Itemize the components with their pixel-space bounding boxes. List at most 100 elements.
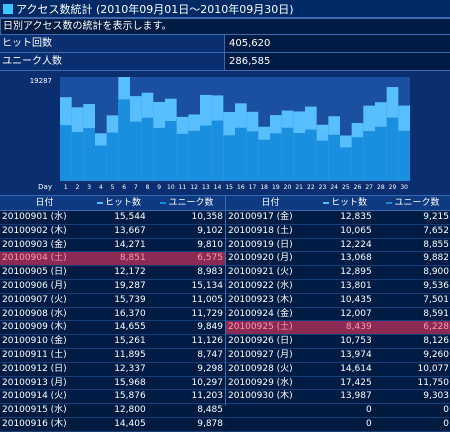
summary-row-uniques: ユニーク人数 286,585 (0, 53, 450, 71)
x-tick-label: 15 (225, 184, 233, 191)
x-tick-label: 16 (237, 184, 245, 191)
daily-tables: 日付 ヒット数 ユニーク数 20100901 (水) 15,544 10,358 20… (0, 196, 450, 432)
cell-hits: 12,172 (114, 267, 146, 278)
cell-hits: 15,739 (114, 294, 146, 305)
cell-hits: 15,261 (114, 336, 146, 347)
cell-hits: 14,614 (340, 363, 372, 374)
x-tick-label: 25 (342, 184, 350, 191)
cell-date: 20100921 (火) (228, 267, 293, 278)
x-tick-label: 12 (190, 184, 198, 191)
cell-date: 20100902 (木) (2, 225, 67, 236)
bar-uniques (351, 137, 364, 181)
x-tick-label: 1 (64, 184, 68, 191)
x-tick-label: 3 (87, 184, 91, 191)
table-row: 20100916 (木) 14,405 9,878 (0, 418, 225, 432)
cell-uniques: 8,591 (423, 308, 449, 319)
table-row: 20100920 (月) 13,068 9,882 (226, 252, 450, 267)
cell-date: 20100923 (木) (228, 294, 293, 305)
cell-date: 20100911 (土) (2, 349, 67, 360)
x-tick-label: 23 (319, 184, 327, 191)
cell-hits: 12,007 (340, 308, 372, 319)
cell-uniques: 9,260 (423, 349, 449, 360)
cell-uniques: 9,849 (197, 322, 223, 333)
cell-uniques: 8,900 (423, 267, 449, 278)
hits-value: 405,620 (225, 35, 450, 52)
cell-hits: 11,895 (114, 349, 146, 360)
bar-uniques (375, 126, 387, 181)
summary-table: ヒット回数 405,620 ユニーク人数 286,585 (0, 35, 450, 71)
cell-hits: 12,835 (340, 212, 372, 222)
x-axis-label: Day (38, 183, 52, 191)
cell-uniques: 15,134 (191, 280, 224, 291)
table-row: 20100914 (火) 15,876 11,203 (0, 390, 225, 405)
cell-date: 20100910 (金) (2, 336, 67, 347)
x-tick-label: 9 (157, 184, 161, 191)
table-row: 20100903 (金) 14,271 9,810 (0, 239, 225, 253)
table-row: 20100909 (木) 14,655 9,849 (0, 321, 225, 336)
cell-hits: 12,337 (114, 363, 146, 374)
x-tick-label: 24 (330, 184, 338, 191)
cell-date (226, 418, 314, 431)
table-header: 日付 ヒット数 ユニーク数 (226, 196, 450, 211)
table-row: 20100926 (日) 10,753 8,126 (226, 335, 450, 349)
table-row: 20100911 (土) 11,895 8,747 (0, 349, 225, 363)
cell-uniques: 10,358 (191, 212, 224, 222)
title-square-icon (3, 3, 13, 14)
x-tick-label: 29 (389, 184, 397, 191)
cell-hits: 17,425 (340, 377, 372, 388)
x-tick-label: 4 (99, 184, 103, 191)
title-bar: アクセス数統計 (2010年09月01日～2010年09月30日) (0, 0, 450, 18)
hits-label: ヒット回数 (0, 35, 225, 52)
table-row: 20100905 (日) 12,172 8,983 (0, 266, 225, 280)
x-tick-label: 8 (146, 184, 150, 191)
x-tick-label: 18 (260, 184, 268, 191)
bar-uniques (398, 130, 410, 181)
x-tick-label: 6 (122, 184, 126, 191)
x-tick-label: 26 (354, 184, 362, 191)
table-row: 20100925 (土) 8,439 6,228 (226, 321, 450, 336)
cell-date: 20100924 (金) (228, 308, 293, 319)
cell-date: 20100926 (日) (228, 336, 293, 347)
cell-date: 20100912 (日) (2, 363, 67, 374)
cell-date: 20100922 (水) (228, 280, 293, 291)
cell-date: 20100903 (金) (2, 239, 67, 250)
cell-hits: 13,068 (340, 253, 372, 264)
table-row: 20100913 (月) 15,968 10,297 (0, 377, 225, 391)
cell-uniques: 11,126 (191, 336, 224, 347)
table-row: 20100904 (土) 8,851 6,575 (0, 252, 225, 267)
table-row: 20100908 (水) 16,370 11,729 (0, 308, 225, 322)
x-tick-label: 17 (249, 184, 257, 191)
x-tick-label: 19 (272, 184, 280, 191)
cell-hits: 13,667 (114, 225, 146, 236)
table-row: 20100924 (金) 12,007 8,591 (226, 308, 450, 322)
bar-uniques (340, 147, 352, 181)
cell-date: 20100901 (水) (2, 212, 67, 222)
table-row: 20100912 (日) 12,337 9,298 (0, 363, 225, 377)
legend-hits-swatch (96, 201, 103, 204)
table-row: 20100919 (日) 12,224 8,855 (226, 239, 450, 253)
header-hits: ヒット数 (89, 196, 149, 210)
uniques-value: 286,585 (225, 53, 450, 70)
legend-uniques-swatch (386, 201, 393, 204)
cell-hits: 14,405 (114, 418, 146, 429)
cell-uniques: 0 (443, 418, 449, 429)
cell-date (226, 404, 314, 417)
bar-uniques (60, 125, 72, 181)
bar-uniques (95, 145, 107, 181)
legend-uniques-swatch (160, 201, 167, 204)
bar-uniques (176, 133, 189, 181)
cell-uniques: 9,810 (197, 239, 223, 250)
legend-hits-swatch (322, 201, 329, 204)
cell-hits: 12,224 (340, 239, 372, 250)
table-row: 20100928 (火) 14,614 10,077 (226, 363, 450, 377)
table-right: 日付 ヒット数 ユニーク数 20100917 (金) 12,835 9,215 201… (225, 196, 450, 432)
bar-uniques (83, 128, 95, 181)
table-row: 20100918 (土) 10,065 7,652 (226, 225, 450, 239)
bar-uniques (153, 127, 165, 181)
cell-uniques: 9,303 (423, 391, 449, 402)
cell-date: 20100919 (日) (228, 239, 293, 250)
x-tick-label: 27 (365, 184, 373, 191)
x-tick-label: 30 (400, 184, 408, 191)
